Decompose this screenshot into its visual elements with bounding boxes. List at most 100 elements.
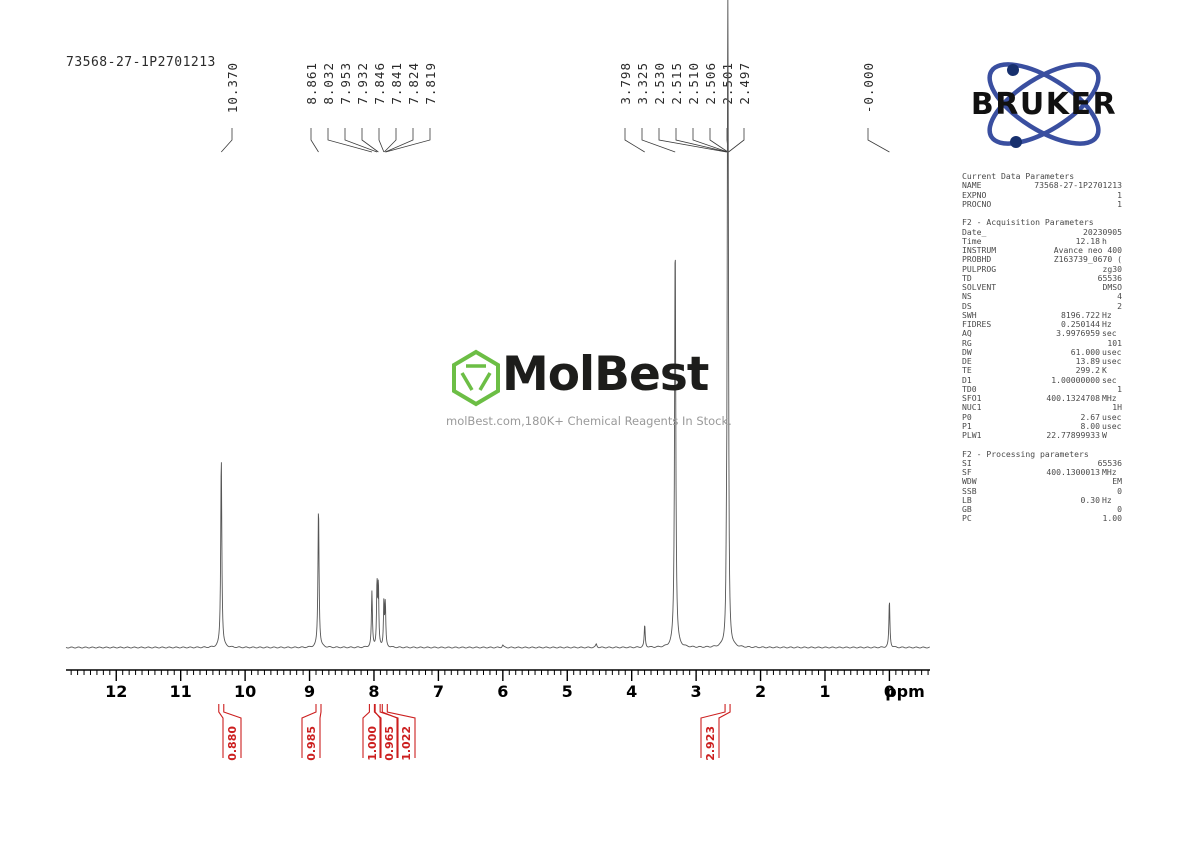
param-row: PC 1.00 xyxy=(962,513,1122,524)
param-value: 8.00 xyxy=(1080,420,1101,431)
param-value: 400.1324708 xyxy=(1046,393,1100,403)
param-key: TD xyxy=(962,272,972,283)
param-row: Date_ 20230905 xyxy=(962,226,1122,237)
param-value: 0.250144 xyxy=(1061,319,1100,329)
param-row: NS 4 xyxy=(962,291,1122,302)
peak-label: 2.506 xyxy=(703,62,718,105)
param-row: PLW1 22.77899933 W xyxy=(962,430,1122,440)
param-value: DMSO xyxy=(1102,282,1123,292)
param-value: 299.2 xyxy=(1075,365,1100,376)
param-row: LB 0.30 Hz xyxy=(962,494,1122,505)
peak-label: -0.000 xyxy=(861,62,876,114)
param-key: PULPROG xyxy=(962,263,997,274)
param-unit: Hz xyxy=(1102,309,1112,320)
bruker-logo: BRUKER xyxy=(971,62,1117,148)
peak-label: 7.824 xyxy=(406,62,421,105)
param-value: 400.1300013 xyxy=(1046,467,1100,477)
integral-value: 2.923 xyxy=(704,726,717,761)
param-key: P0 xyxy=(962,411,972,422)
param-row: INSTRUM Avance neo 400 xyxy=(962,245,1122,255)
param-key: SOLVENT xyxy=(962,282,997,292)
param-key: PC xyxy=(962,513,972,524)
param-value: zg30 xyxy=(1102,263,1123,274)
axis-tick-label: 1 xyxy=(819,682,831,701)
param-key: PROCNO xyxy=(962,198,992,209)
param-key: DW xyxy=(962,346,972,357)
param-row: SF 400.1300013 MHz xyxy=(962,467,1122,477)
molbest-hexagon-icon xyxy=(452,349,500,407)
axis-tick-label: 10 xyxy=(233,682,257,701)
param-value: 12.18 xyxy=(1075,235,1100,246)
param-key: NAME xyxy=(962,180,982,191)
param-unit: usec xyxy=(1102,346,1122,357)
param-value: 20230905 xyxy=(1083,226,1122,237)
param-row: Time 12.18 h xyxy=(962,235,1122,246)
param-key: DS xyxy=(962,300,972,311)
axis-tick-label: 9 xyxy=(303,682,316,701)
param-value: 1H xyxy=(1112,402,1122,413)
param-unit: sec xyxy=(1102,374,1117,385)
param-unit: Hz xyxy=(1102,319,1112,329)
param-row: NUC1 1H xyxy=(962,402,1122,413)
param-value: 22.77899933 xyxy=(1046,430,1100,440)
param-key: SWH xyxy=(962,309,977,320)
axis-tick-label: 6 xyxy=(497,682,509,701)
param-value: 3.9976959 xyxy=(1056,328,1100,339)
param-key: NS xyxy=(962,291,972,302)
param-value: 4 xyxy=(1117,291,1122,302)
param-row: SOLVENT DMSO xyxy=(962,282,1123,292)
peak-label: 10.370 xyxy=(225,62,240,114)
bruker-wordmark-text: BRUKER xyxy=(971,87,1117,122)
param-value: 1 xyxy=(1117,189,1122,200)
param-value: 2 xyxy=(1117,300,1122,311)
axis-tick-label: 11 xyxy=(169,682,192,701)
param-section-heading: F2 - Processing parameters xyxy=(962,448,1089,459)
axis-tick-label: 5 xyxy=(561,682,573,701)
axis-tick-label: 0 xyxy=(883,682,895,701)
peak-label: 7.819 xyxy=(423,62,438,105)
bruker-orbit-icon xyxy=(987,62,1101,148)
param-unit: sec xyxy=(1102,328,1117,339)
param-row: P0 2.67 usec xyxy=(962,411,1122,422)
param-value: 0.30 xyxy=(1080,494,1101,505)
peak-label: 7.841 xyxy=(389,62,404,105)
axis-tick-label: 12 xyxy=(105,682,128,701)
molbest-watermark: MolBest molBest.com,180K+ Chemical Reage… xyxy=(446,345,750,435)
peak-label: 8.861 xyxy=(304,62,319,105)
param-value: 8196.722 xyxy=(1061,309,1100,320)
param-key: Date_ xyxy=(962,226,987,237)
param-key: GB xyxy=(962,504,972,514)
param-key: PLW1 xyxy=(962,430,982,440)
peak-label: 7.953 xyxy=(338,62,353,105)
param-row: FIDRES 0.250144 Hz xyxy=(962,319,1122,329)
axis-tick-label: 2 xyxy=(754,682,767,701)
param-value: 73568-27-1P2701213 xyxy=(1034,180,1122,191)
param-row: AQ 3.9976959 sec xyxy=(962,328,1122,339)
param-value: 65536 xyxy=(1097,272,1122,283)
param-key: SF xyxy=(962,467,972,477)
param-key: FIDRES xyxy=(962,319,992,329)
param-row: SFO1 400.1324708 MHz xyxy=(962,393,1122,403)
param-row: EXPNO 1 xyxy=(962,189,1122,200)
param-value: 101 xyxy=(1107,337,1122,348)
param-row: DE 13.89 usec xyxy=(962,356,1122,366)
param-row: TD0 1 xyxy=(962,384,1122,394)
param-value: 2.67 xyxy=(1080,411,1101,422)
param-value: Avance neo 400 xyxy=(1053,245,1122,255)
param-key: TE xyxy=(962,365,972,376)
param-value: 1 xyxy=(1117,198,1122,209)
integral-value: 1.000 xyxy=(366,726,379,761)
axis-tick-label: 3 xyxy=(690,682,702,701)
ppm-axis: 12 11 10 9 8 7 6 5 4 3 2 1 0 ppm xyxy=(0,660,1190,720)
param-value: 0 xyxy=(1117,504,1122,514)
param-row: NAME 73568-27-1P2701213 xyxy=(962,180,1122,191)
param-unit: MHz xyxy=(1102,393,1117,403)
param-value: 65536 xyxy=(1097,457,1122,468)
param-key: EXPNO xyxy=(962,189,987,200)
param-key: SSB xyxy=(962,485,977,496)
param-key: RG xyxy=(962,337,972,348)
molbest-wordmark: MolBest xyxy=(502,347,709,402)
param-row: WDW EM xyxy=(962,476,1122,486)
param-key: INSTRUM xyxy=(962,245,997,255)
param-row: DW 61.000 usec xyxy=(962,346,1122,357)
